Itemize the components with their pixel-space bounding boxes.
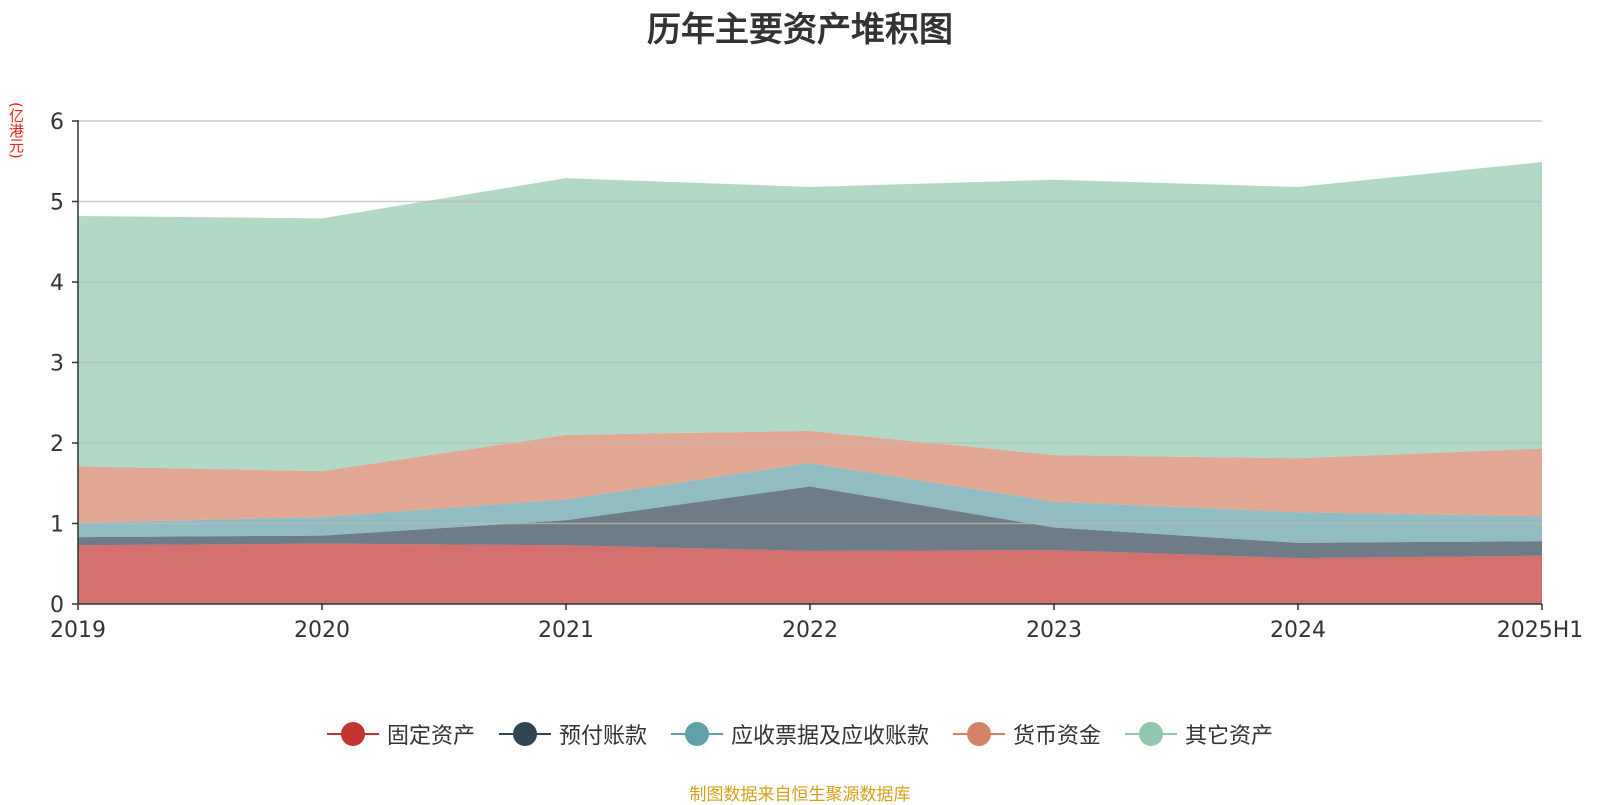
x-tick-label-5: 2024 — [1270, 618, 1326, 643]
source-note: 制图数据来自恒生聚源数据库 — [689, 785, 911, 805]
legend-marker-icon — [670, 721, 723, 747]
legend-marker-icon — [326, 721, 379, 747]
y-axis-unit-label: (亿港元) — [7, 102, 25, 159]
y-tick-label-0: 0 — [50, 593, 64, 618]
legend: 固定资产 预付账款 应收票据及应收账款 货币资金 其它资产 — [0, 718, 1600, 750]
area-series-0 — [78, 543, 1542, 604]
y-tick-label-4: 4 — [50, 271, 64, 296]
legend-item-4[interactable]: 其它资产 — [1125, 718, 1273, 750]
legend-label: 其它资产 — [1185, 724, 1274, 749]
legend-marker-icon — [498, 721, 551, 747]
area-series-3 — [78, 430, 1542, 523]
legend-item-3[interactable]: 货币资金 — [953, 718, 1101, 750]
legend-item-0[interactable]: 固定资产 — [326, 718, 475, 750]
legend-label: 预付账款 — [558, 724, 647, 749]
legend-label: 应收票据及应收账款 — [730, 724, 929, 749]
x-tick-label-4: 2023 — [1026, 618, 1082, 643]
legend-item-2[interactable]: 应收票据及应收账款 — [670, 718, 929, 750]
x-tick-label-0: 2019 — [50, 618, 106, 643]
y-tick-label-2: 2 — [50, 432, 64, 457]
legend-label: 货币资金 — [1013, 724, 1102, 749]
legend-item-1[interactable]: 预付账款 — [498, 718, 647, 750]
y-tick-label-1: 1 — [50, 513, 64, 538]
x-tick-label-2: 2021 — [538, 618, 594, 643]
x-tick-label-6: 2025H1 — [1497, 618, 1584, 643]
x-tick-label-1: 2020 — [294, 618, 350, 643]
y-tick-label-3: 3 — [50, 352, 64, 377]
x-tick-label-3: 2022 — [782, 618, 838, 643]
y-tick-label-6: 6 — [50, 110, 64, 135]
chart-title: 历年主要资产堆积图 — [647, 10, 953, 50]
area-series-4 — [78, 162, 1542, 472]
legend-marker-icon — [953, 721, 1005, 747]
y-tick-label-5: 5 — [50, 191, 64, 216]
area-series-1 — [78, 486, 1542, 559]
legend-label: 固定资产 — [386, 724, 475, 749]
legend-marker-icon — [1125, 721, 1178, 747]
